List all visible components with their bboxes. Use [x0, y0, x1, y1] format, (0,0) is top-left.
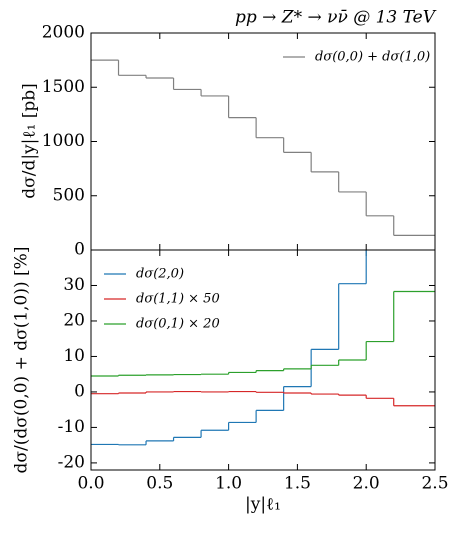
x-tick-label: 0.5	[146, 474, 173, 494]
y-tick-label: 500	[53, 185, 85, 205]
y-tick-label: 2000	[42, 23, 85, 43]
legend-label: dσ(0,0) + dσ(1,0)	[315, 50, 430, 65]
x-tick-label: 2.5	[421, 474, 448, 494]
legend-label: dσ(1,1) × 50	[136, 292, 220, 307]
plot-frame	[90, 32, 436, 251]
x-tick-label: 0.0	[77, 474, 104, 494]
chart-title: pp → Z* → νν̄ @ 13 TeV	[235, 8, 437, 28]
y-tick-label: 1500	[42, 77, 85, 97]
y-tick-label: -10	[58, 417, 85, 437]
x-tick-label: 2.0	[353, 474, 380, 494]
y-tick-label: 30	[63, 275, 85, 295]
x-axis-label: |y|ℓ₁	[245, 495, 281, 515]
y-tick-label: 0	[74, 240, 85, 260]
y-tick-label: -20	[58, 452, 85, 472]
legend-label: dσ(2,0)	[136, 267, 184, 282]
y-tick-label: 1000	[42, 131, 85, 151]
x-tick-label: 1.0	[215, 474, 242, 494]
y-tick-label: 20	[63, 310, 85, 330]
y-axis-label: dσ/d|y|ℓ₁ [pb]	[20, 83, 40, 199]
y-axis-label: dσ/(dσ(0,0) + dσ(1,0)) [%]	[12, 247, 32, 474]
legend-label: dσ(0,1) × 20	[136, 317, 220, 332]
y-tick-label: 0	[74, 381, 85, 401]
y-tick-label: 10	[63, 346, 85, 366]
plot-frame	[90, 249, 436, 471]
x-tick-label: 1.5	[284, 474, 311, 494]
